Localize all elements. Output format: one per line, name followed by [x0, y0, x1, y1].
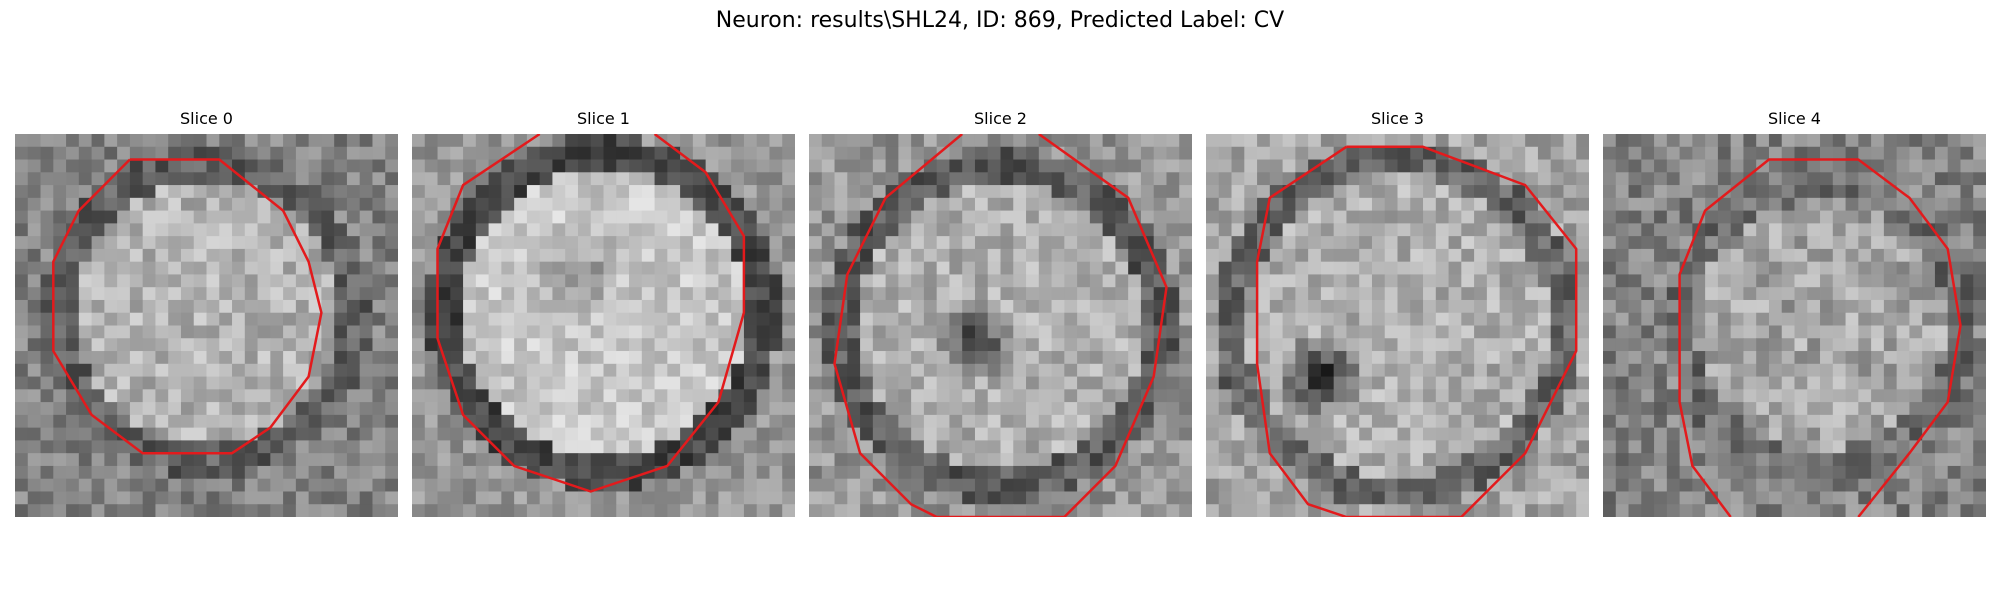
- slice-image: [15, 134, 398, 517]
- slice-title: Slice 4: [1768, 109, 1821, 128]
- contour-overlay: [52, 158, 323, 455]
- slice-image: [412, 134, 795, 517]
- slice-title: Slice 2: [974, 109, 1027, 128]
- slice-image: [1206, 134, 1589, 517]
- slice-title: Slice 0: [180, 109, 233, 128]
- contour-overlay: [1678, 158, 1962, 517]
- contour-overlay: [1255, 145, 1578, 517]
- slice-title: Slice 3: [1371, 109, 1424, 128]
- slice-title: Slice 1: [577, 109, 630, 128]
- contour-overlay: [436, 134, 746, 493]
- slice-image: [1603, 134, 1986, 517]
- contour-overlay: [833, 134, 1168, 517]
- slice-image: [809, 134, 1192, 517]
- figure-title: Neuron: results\SHL24, ID: 869, Predicte…: [715, 8, 1285, 33]
